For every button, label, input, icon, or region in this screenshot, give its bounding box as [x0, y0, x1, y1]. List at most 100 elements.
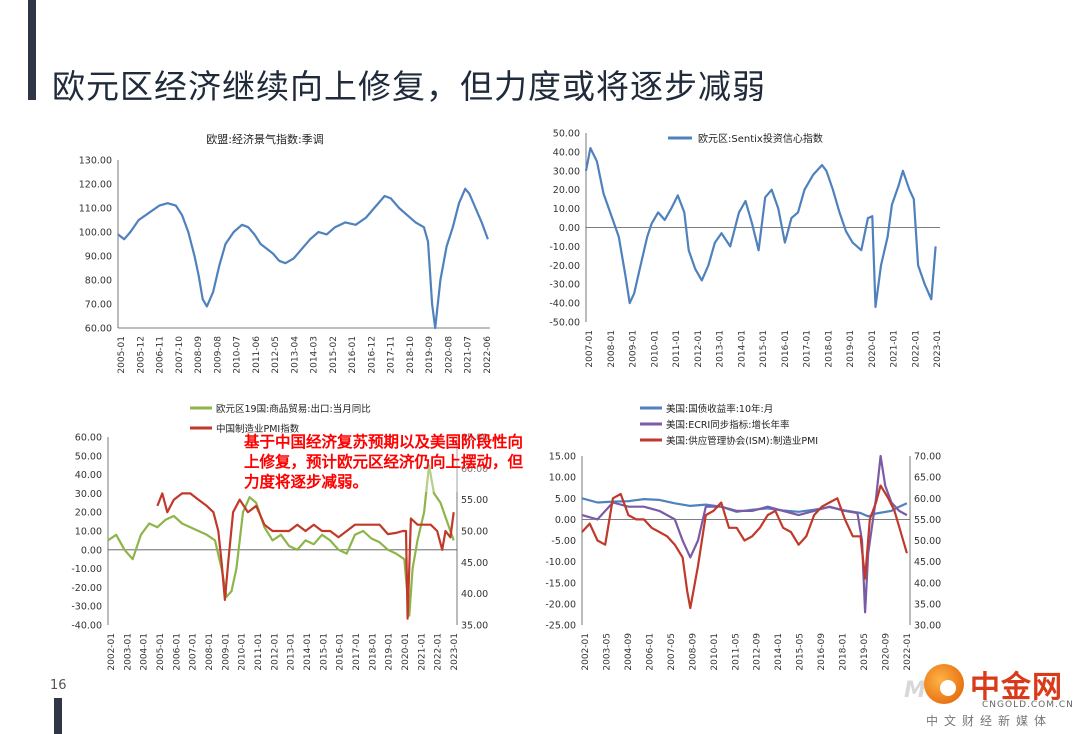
- y-right-tick-label: 30.00: [914, 621, 941, 632]
- y-right-tick-label: 35.00: [914, 599, 941, 610]
- x-tick-label: 2020-08: [444, 336, 454, 374]
- x-tick-label: 2019-01: [846, 330, 856, 368]
- y-tick-label: -20.00: [71, 583, 102, 594]
- x-tick-label: 2018-01: [368, 633, 378, 671]
- legend-label: 美国:供应管理协会(ISM):制造业PMI: [666, 435, 818, 447]
- x-tick-label: 2012-05: [271, 336, 281, 374]
- chart-sentix: 50.00 40.00 30.00 20.00 10.00 0.00 -10.00 -20.0…: [549, 129, 943, 368]
- y-tick-label: 10.00: [75, 527, 102, 538]
- y-tick-label: 40.00: [553, 147, 580, 158]
- y-tick-label: -10.00: [545, 557, 576, 568]
- y-tick-label: 0.00: [555, 515, 576, 526]
- x-tick-label: 2013-04: [290, 336, 300, 374]
- y-tick-label: 15.00: [549, 452, 576, 463]
- legend-label: 美国:ECRI同步指标:增长年率: [666, 419, 790, 431]
- y-right-tick-label: 50.00: [461, 527, 488, 538]
- watermark-logo-icon: [924, 664, 964, 704]
- x-tick-label: 2010-01: [710, 633, 720, 671]
- x-tick-label: 2008-01: [607, 330, 617, 368]
- x-tick-label: 2008-01: [205, 633, 215, 671]
- y-tick-label: -30.00: [549, 280, 580, 291]
- x-tick-label: 2020-01: [401, 633, 411, 671]
- x-tick-label: 2009-08: [213, 336, 223, 374]
- x-tick-label: 2010-07: [233, 336, 243, 374]
- x-tick-label: 2014-01: [737, 330, 747, 368]
- x-tick-label: 2016-01: [348, 336, 358, 374]
- y-tick-label: 10.00: [553, 204, 580, 215]
- y-tick-label: -5.00: [551, 536, 576, 547]
- x-tick-label: 2017-11: [387, 336, 397, 374]
- x-tick-label: 2002-01: [107, 633, 117, 671]
- x-tick-label: 2016-01: [336, 633, 346, 671]
- x-tick-label: 2003-05: [602, 633, 612, 671]
- y-tick-label: 30.00: [75, 489, 102, 500]
- y-tick-label: 40.00: [75, 470, 102, 481]
- y-tick-label: 20.00: [75, 508, 102, 519]
- y-tick-label: 60.00: [75, 433, 102, 444]
- x-tick-label: 2010-01: [238, 633, 248, 671]
- y-tick-label: -20.00: [545, 599, 576, 610]
- y-right-tick-label: 45.00: [914, 557, 941, 568]
- y-right-tick-label: 55.00: [914, 515, 941, 526]
- y-tick-label: 100.00: [79, 228, 112, 239]
- x-tick-label: 2020-09: [882, 633, 892, 671]
- watermark: M 中金网 CNGOLD.COM.CN 中文财经新媒体: [904, 660, 1080, 734]
- x-tick-label: 2005-12: [136, 336, 146, 374]
- chart-title: 欧元区:Sentix投资信心指数: [698, 132, 823, 145]
- x-tick-label: 2006-01: [645, 633, 655, 671]
- x-tick-label: 2018-10: [406, 336, 416, 374]
- x-tick-label: 2018-01: [839, 633, 849, 671]
- series-line: [581, 454, 908, 614]
- legend-label: 中国制造业PMI指数: [216, 423, 300, 435]
- x-tick-label: 2004-09: [624, 633, 634, 671]
- footer-accent-bar: [54, 698, 62, 734]
- series-line: [156, 492, 455, 620]
- x-tick-label: 2019-09: [425, 336, 435, 374]
- x-tick-label: 2003-01: [123, 633, 133, 671]
- y-right-tick-label: 70.00: [914, 452, 941, 463]
- y-tick-label: -15.00: [545, 578, 576, 589]
- x-tick-label: 2016-09: [817, 633, 827, 671]
- chart-eu-exports-china-pmi: 60.00 50.00 40.00 30.00 20.00 10.00 0.00 -10.00…: [71, 403, 488, 671]
- title-accent-bar: [28, 0, 36, 100]
- x-tick-label: 2021-07: [464, 336, 474, 374]
- x-tick-label: 2007-01: [585, 330, 595, 368]
- x-tick-label: 2017-01: [352, 633, 362, 671]
- y-tick-label: 120.00: [79, 180, 112, 191]
- y-tick-label: 30.00: [553, 166, 580, 177]
- x-tick-label: 2022-01: [434, 633, 444, 671]
- x-tick-label: 2007-05: [667, 633, 677, 671]
- watermark-name: 中金网: [970, 670, 1063, 705]
- x-tick-label: 2002-01: [581, 633, 591, 671]
- x-tick-label: 2006-01: [172, 633, 182, 671]
- legend-label: 美国:国债收益率:10年:月: [666, 403, 773, 415]
- x-tick-label: 2023-01: [450, 633, 460, 671]
- watermark-tagline: 中文财经新媒体: [926, 714, 1053, 728]
- annotation-text: 基于中国经济复苏预期以及美国阶段性向上修复，预计欧元区经济仍向上摆动，但力度将逐…: [244, 432, 524, 492]
- y-tick-label: -40.00: [71, 621, 102, 632]
- y-tick-label: 0.00: [559, 223, 580, 234]
- y-right-tick-label: 40.00: [461, 589, 488, 600]
- series-line: [584, 147, 937, 308]
- x-tick-label: 2020-01: [868, 330, 878, 368]
- y-tick-label: 60.00: [85, 324, 112, 335]
- x-tick-label: 2006-11: [156, 336, 166, 374]
- y-right-tick-label: 60.00: [461, 464, 488, 475]
- y-tick-label: 80.00: [85, 276, 112, 287]
- x-tick-label: 2005-01: [117, 336, 127, 374]
- x-tick-label: 2022-01: [911, 330, 921, 368]
- x-tick-label: 2007-10: [175, 336, 185, 374]
- x-tick-label: 2014-01: [774, 633, 784, 671]
- y-right-tick-label: 35.00: [461, 621, 488, 632]
- x-tick-label: 2010-01: [650, 330, 660, 368]
- x-tick-label: 2013-01: [716, 330, 726, 368]
- y-tick-label: 20.00: [553, 185, 580, 196]
- page-title: 欧元区经济继续向上修复，但力度或将逐步减弱: [52, 67, 766, 106]
- x-tick-label: 2011-01: [672, 330, 682, 368]
- x-tick-label: 2012-01: [694, 330, 704, 368]
- x-tick-label: 2012-01: [270, 633, 280, 671]
- series-line: [117, 187, 489, 330]
- x-tick-label: 2014-03: [310, 336, 320, 374]
- y-tick-label: 50.00: [75, 451, 102, 462]
